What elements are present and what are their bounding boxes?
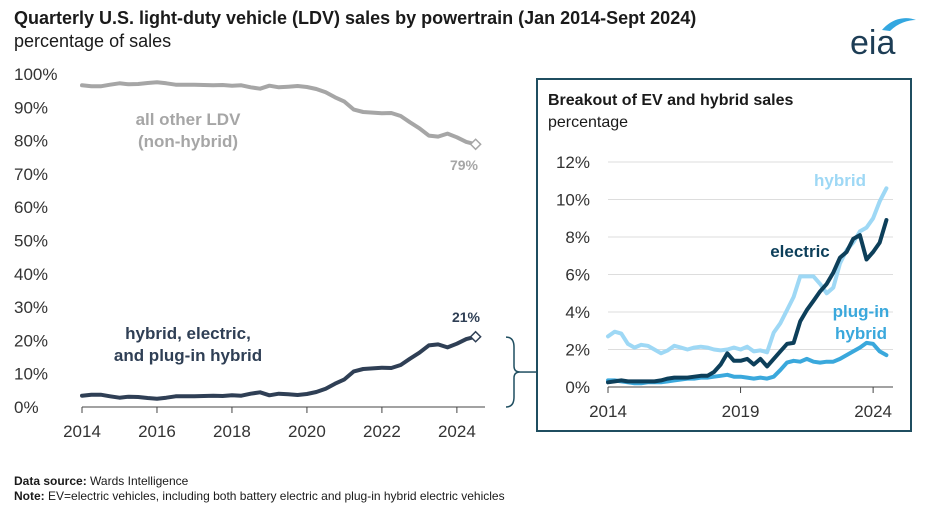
inset-series-label-plugin: plug-in xyxy=(833,302,890,321)
inset-y-tick-label: 8% xyxy=(565,228,590,247)
footer-note: Note: EV=electric vehicles, including bo… xyxy=(14,489,505,503)
y-tick-label: 30% xyxy=(14,298,48,317)
end-marker-hev_total xyxy=(469,330,482,343)
inset-series-label-hybrid: hybrid xyxy=(814,171,866,190)
inset-chart: 0% 2% 4% 6% 8% 10% 12% 2014 2019 2024 hybrid electr… xyxy=(556,153,893,421)
y-tick-label: 90% xyxy=(14,98,48,117)
series-label-hev-total: hybrid, electric, xyxy=(125,324,251,343)
bracket-connector xyxy=(505,336,521,408)
x-tick-label: 2018 xyxy=(213,422,251,441)
footer-source-text: Wards Intelligence xyxy=(90,474,189,488)
inset-y-tick-label: 10% xyxy=(556,191,590,210)
inset-y-tick-label: 4% xyxy=(565,303,590,322)
x-tick-label: 2014 xyxy=(63,422,101,441)
y-tick-label: 10% xyxy=(14,365,48,384)
footer-source-label: Data source: xyxy=(14,474,87,488)
end-label-other: 79% xyxy=(450,157,479,173)
inset-y-tick-label: 2% xyxy=(565,341,590,360)
footer-note-label: Note: xyxy=(14,489,45,503)
inset-series-line-hybrid xyxy=(606,186,889,356)
inset-title: Breakout of EV and hybrid sales xyxy=(548,92,794,109)
y-tick-label: 40% xyxy=(14,265,48,284)
footer-source: Data source: Wards Intelligence xyxy=(14,474,188,488)
inset-panel: Breakout of EV and hybrid sales percenta… xyxy=(536,78,912,432)
inset-series-label-plugin: hybrid xyxy=(835,324,887,343)
inset-y-tick-label: 6% xyxy=(565,266,590,285)
x-tick-label: 2024 xyxy=(438,422,476,441)
inset-series-label-electric: electric xyxy=(770,242,830,261)
chart-title: Quarterly U.S. light-duty vehicle (LDV) … xyxy=(14,8,697,28)
inset-x-tick-label: 2014 xyxy=(589,402,627,421)
inset-x-tick-label: 2024 xyxy=(854,402,892,421)
eia-logo-text: eia xyxy=(850,24,895,58)
inset-subtitle: percentage xyxy=(548,114,629,131)
eia-logo: eia xyxy=(850,18,916,58)
end-marker-other xyxy=(469,138,482,151)
y-tick-label: 100% xyxy=(14,65,57,84)
series-line-other xyxy=(80,80,478,147)
x-tick-label: 2020 xyxy=(288,422,326,441)
y-tick-label: 20% xyxy=(14,331,48,350)
inset-y-tick-label: 0% xyxy=(565,378,590,397)
y-tick-label: 0% xyxy=(14,398,39,417)
series-line-hev_total xyxy=(80,334,478,401)
series-label-other: (non-hybrid) xyxy=(138,132,238,151)
y-tick-label: 60% xyxy=(14,198,48,217)
eia-logo-swoosh xyxy=(882,18,916,31)
inset-y-tick-label: 12% xyxy=(556,153,590,172)
y-tick-label: 50% xyxy=(14,232,48,251)
y-tick-label: 70% xyxy=(14,165,48,184)
end-label-hev-total: 21% xyxy=(452,309,481,325)
chart-subtitle: percentage of sales xyxy=(14,31,172,51)
x-tick-label: 2016 xyxy=(138,422,176,441)
x-tick-label: 2022 xyxy=(363,422,401,441)
footer-note-text: EV=electric vehicles, including both bat… xyxy=(48,489,505,503)
inset-x-tick-label: 2019 xyxy=(722,402,760,421)
y-tick-label: 80% xyxy=(14,132,48,151)
series-label-hev-total: and plug-in hybrid xyxy=(114,346,262,365)
inset-series-line-electric xyxy=(606,218,889,385)
series-label-other: all other LDV xyxy=(136,110,242,129)
